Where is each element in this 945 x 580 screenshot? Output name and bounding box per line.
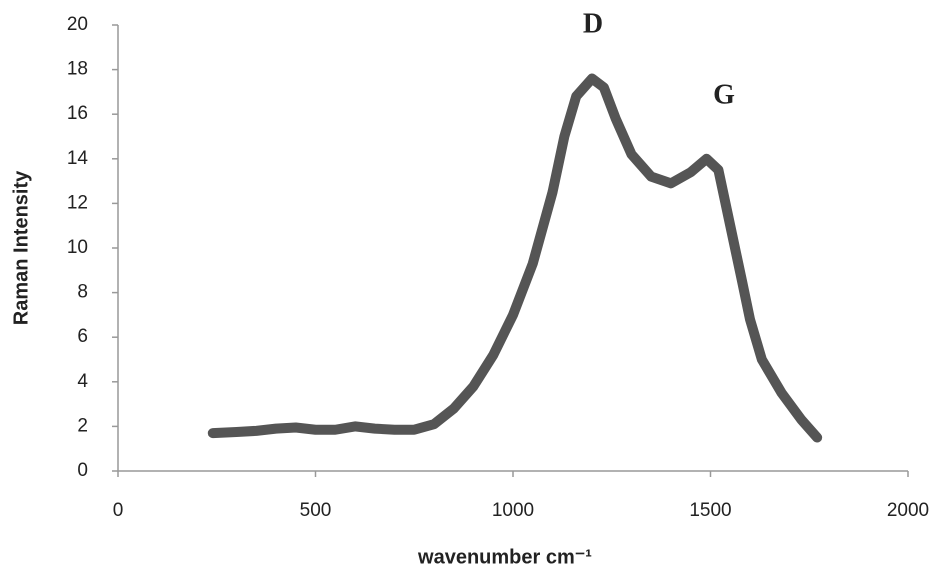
x-tick-label: 500 [300, 500, 332, 521]
y-tick-label: 10 [67, 237, 88, 258]
y-tick-label: 0 [77, 460, 88, 481]
data-line [207, 73, 823, 443]
x-tick-label: 2000 [887, 500, 929, 521]
annotation: G [713, 79, 735, 110]
annotation: D [583, 8, 603, 39]
x-tick-label: 1500 [689, 500, 731, 521]
x-tick-label: 0 [113, 500, 124, 521]
y-tick-label: 18 [67, 59, 88, 80]
y-tick-label: 8 [77, 282, 88, 303]
y-tick-label: 6 [77, 326, 88, 347]
y-tick-label: 12 [67, 192, 88, 213]
y-tick-label: 16 [67, 103, 88, 124]
y-tick-label: 14 [67, 148, 89, 169]
y-axis-label: Raman Intensity [10, 170, 32, 325]
x-axis-label: wavenumber cm⁻¹ [417, 546, 592, 568]
y-tick-label: 4 [77, 371, 88, 392]
x-tick-label: 1000 [492, 500, 534, 521]
y-tick-label: 2 [77, 415, 88, 436]
y-tick-label: 20 [67, 14, 88, 35]
